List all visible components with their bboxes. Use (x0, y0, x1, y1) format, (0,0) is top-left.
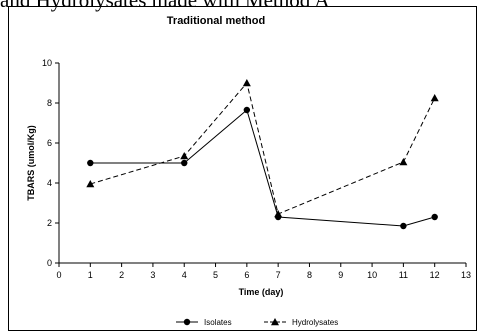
data-point-isolates (243, 106, 251, 114)
x-tick-label: 6 (244, 270, 249, 280)
x-tick-label: 9 (338, 270, 343, 280)
x-tick-label: 2 (119, 270, 124, 280)
legend-marker-hydrolysates (271, 318, 279, 326)
legend-label-isolates: Isolates (204, 318, 232, 327)
legend-label-hydrolysates: Hydrolysates (292, 318, 338, 327)
y-tick-label: 10 (42, 58, 52, 68)
x-tick-label: 8 (307, 270, 312, 280)
y-tick-label: 8 (47, 98, 52, 108)
y-tick-label: 2 (47, 218, 52, 228)
data-point-isolates (400, 222, 407, 230)
chart-border (8, 6, 477, 331)
x-tick-label: 5 (213, 270, 218, 280)
x-tick-label: 0 (56, 270, 61, 280)
x-axis-title: Time (day) (239, 287, 284, 297)
x-tick-label: 1 (88, 270, 93, 280)
x-tick-label: 11 (399, 270, 408, 280)
data-point-hydrolysates (274, 210, 283, 218)
x-tick-label: 12 (430, 270, 440, 280)
data-point-hydrolysates (180, 152, 189, 160)
y-tick-label: 4 (47, 178, 52, 188)
series-line-hydrolysates (90, 81, 436, 215)
legend: Isolates Hydrolysates (176, 318, 338, 327)
x-tick-label: 10 (367, 270, 377, 280)
series-line-isolates (90, 109, 435, 227)
data-point-isolates (87, 159, 94, 167)
data-point-hydrolysates (242, 79, 251, 87)
legend-marker-isolates (183, 318, 191, 326)
data-point-hydrolysates (86, 180, 95, 188)
x-tick-label: 13 (461, 270, 471, 280)
data-point-hydrolysates (430, 94, 439, 102)
x-tick-label: 3 (150, 270, 155, 280)
y-axis-title: TBARS (umol/Kg) (26, 125, 36, 201)
chart-title: Traditional method (167, 15, 265, 27)
data-point-isolates (181, 159, 188, 167)
y-tick-label: 6 (47, 138, 52, 148)
x-tick-label: 4 (182, 270, 187, 280)
data-point-hydrolysates (399, 158, 408, 166)
y-tick-label: 0 (47, 258, 52, 268)
x-tick-label: 7 (276, 270, 281, 280)
data-point-isolates (431, 213, 438, 221)
